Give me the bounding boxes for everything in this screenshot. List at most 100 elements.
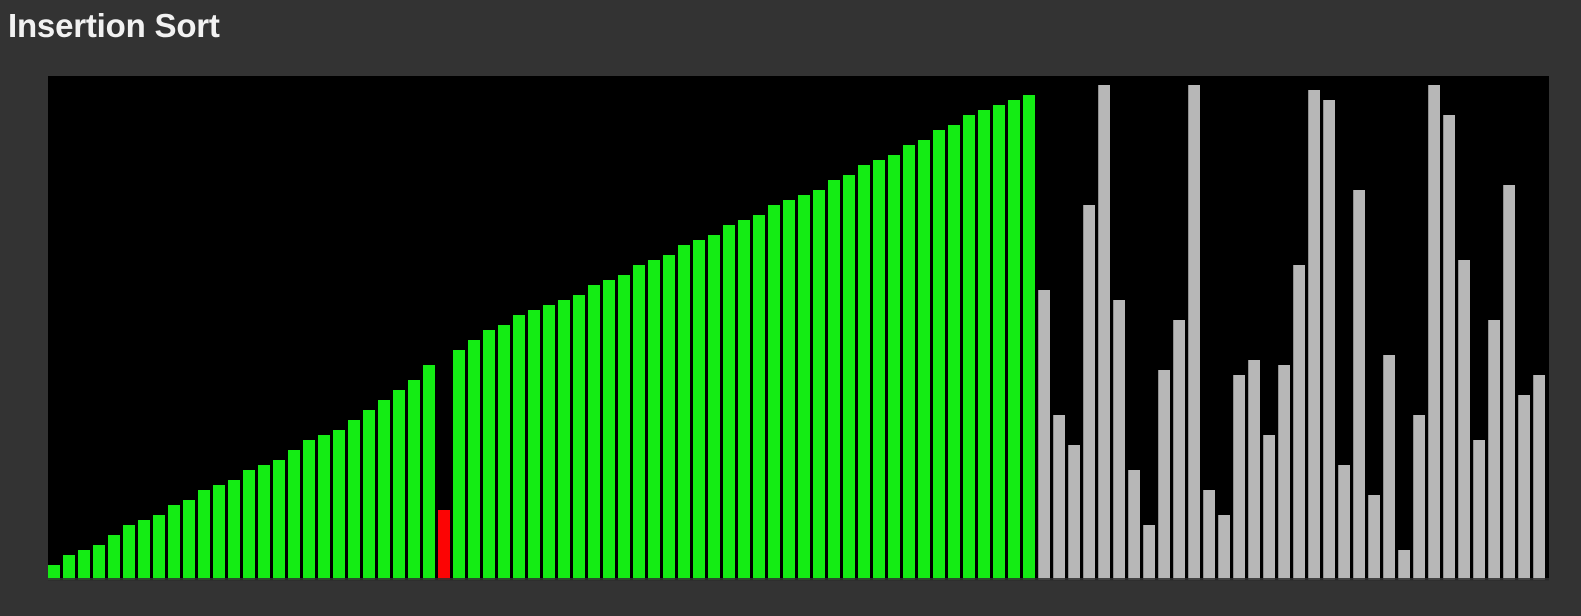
bar-sorted [753, 215, 766, 580]
bar-unsorted [1038, 290, 1051, 580]
bar-sorted [258, 465, 271, 580]
bar-sorted [738, 220, 751, 580]
bar-sorted [243, 470, 256, 580]
bar-sorted [918, 140, 931, 580]
bar-unsorted [1068, 445, 1081, 580]
bar-unsorted [1323, 100, 1336, 580]
bar-sorted [228, 480, 241, 580]
bar-sorted [48, 565, 61, 580]
bar-sorted [78, 550, 91, 580]
bar-sorted [963, 115, 976, 580]
bar-chart [48, 76, 1549, 580]
bar-sorted [93, 545, 106, 580]
bar-unsorted [1158, 370, 1171, 580]
bar-sorted [198, 490, 211, 580]
bar-sorted [318, 435, 331, 580]
page-title: Insertion Sort [8, 7, 220, 44]
bar-sorted [378, 400, 391, 580]
bar-unsorted [1533, 375, 1546, 580]
bar-sorted [498, 325, 511, 580]
bar-unsorted [1098, 85, 1111, 580]
bar-unsorted [1383, 355, 1396, 580]
bar-unsorted [1083, 205, 1096, 580]
bar-unsorted [1308, 90, 1321, 580]
bar-sorted [633, 265, 646, 580]
bar-sorted [678, 245, 691, 580]
bar-sorted [708, 235, 721, 580]
bar-sorted [468, 340, 481, 580]
bar-sorted [588, 285, 601, 580]
bar-sorted [648, 260, 661, 580]
bar-unsorted [1053, 415, 1066, 580]
bar-sorted [783, 200, 796, 580]
bar-sorted [453, 350, 466, 580]
bar-unsorted [1263, 435, 1276, 580]
bar-sorted [513, 315, 526, 580]
bar-active [438, 510, 451, 580]
bar-sorted [873, 160, 886, 580]
bar-sorted [333, 430, 346, 580]
bar-sorted [828, 180, 841, 580]
bar-sorted [363, 410, 376, 580]
bar-sorted [1023, 95, 1036, 580]
bar-sorted [663, 255, 676, 580]
bar-sorted [858, 165, 871, 580]
bar-sorted [768, 205, 781, 580]
bar-sorted [543, 305, 556, 580]
bar-unsorted [1428, 85, 1441, 580]
bar-sorted [483, 330, 496, 580]
bar-unsorted [1128, 470, 1141, 580]
bar-sorted [63, 555, 76, 580]
bar-unsorted [1413, 415, 1426, 580]
bar-sorted [978, 110, 991, 580]
bar-sorted [423, 365, 436, 580]
bar-unsorted [1188, 85, 1201, 580]
bar-unsorted [1353, 190, 1366, 580]
bar-sorted [903, 145, 916, 580]
bar-sorted [723, 225, 736, 580]
bar-sorted [528, 310, 541, 580]
bar-unsorted [1398, 550, 1411, 580]
bar-sorted [693, 240, 706, 580]
bar-sorted [993, 105, 1006, 580]
bar-sorted [108, 535, 121, 580]
chart-baseline [48, 578, 1549, 581]
bar-unsorted [1473, 440, 1486, 580]
bar-unsorted [1443, 115, 1456, 580]
bar-sorted [123, 525, 136, 580]
bar-sorted [843, 175, 856, 580]
bar-unsorted [1368, 495, 1381, 580]
bar-unsorted [1248, 360, 1261, 580]
bar-sorted [558, 300, 571, 580]
bar-unsorted [1293, 265, 1306, 580]
bar-sorted [798, 195, 811, 580]
bar-unsorted [1218, 515, 1231, 580]
bar-sorted [618, 275, 631, 580]
bar-sorted [303, 440, 316, 580]
bar-unsorted [1113, 300, 1126, 580]
bar-unsorted [1278, 365, 1291, 580]
bar-unsorted [1518, 395, 1531, 580]
bar-unsorted [1503, 185, 1516, 580]
bar-sorted [408, 380, 421, 580]
bar-unsorted [1203, 490, 1216, 580]
bar-sorted [348, 420, 361, 580]
bar-unsorted [1143, 525, 1156, 580]
bar-sorted [153, 515, 166, 580]
bar-sorted [948, 125, 961, 580]
bar-sorted [1008, 100, 1021, 580]
bar-sorted [138, 520, 151, 580]
bar-sorted [933, 130, 946, 580]
bar-sorted [393, 390, 406, 580]
bar-unsorted [1338, 465, 1351, 580]
bar-sorted [288, 450, 301, 580]
bar-sorted [213, 485, 226, 580]
bar-sorted [168, 505, 181, 580]
bar-sorted [813, 190, 826, 580]
bar-sorted [183, 500, 196, 580]
bar-unsorted [1173, 320, 1186, 580]
bar-sorted [273, 460, 286, 580]
bar-sorted [888, 155, 901, 580]
visualization-canvas[interactable] [48, 76, 1549, 580]
